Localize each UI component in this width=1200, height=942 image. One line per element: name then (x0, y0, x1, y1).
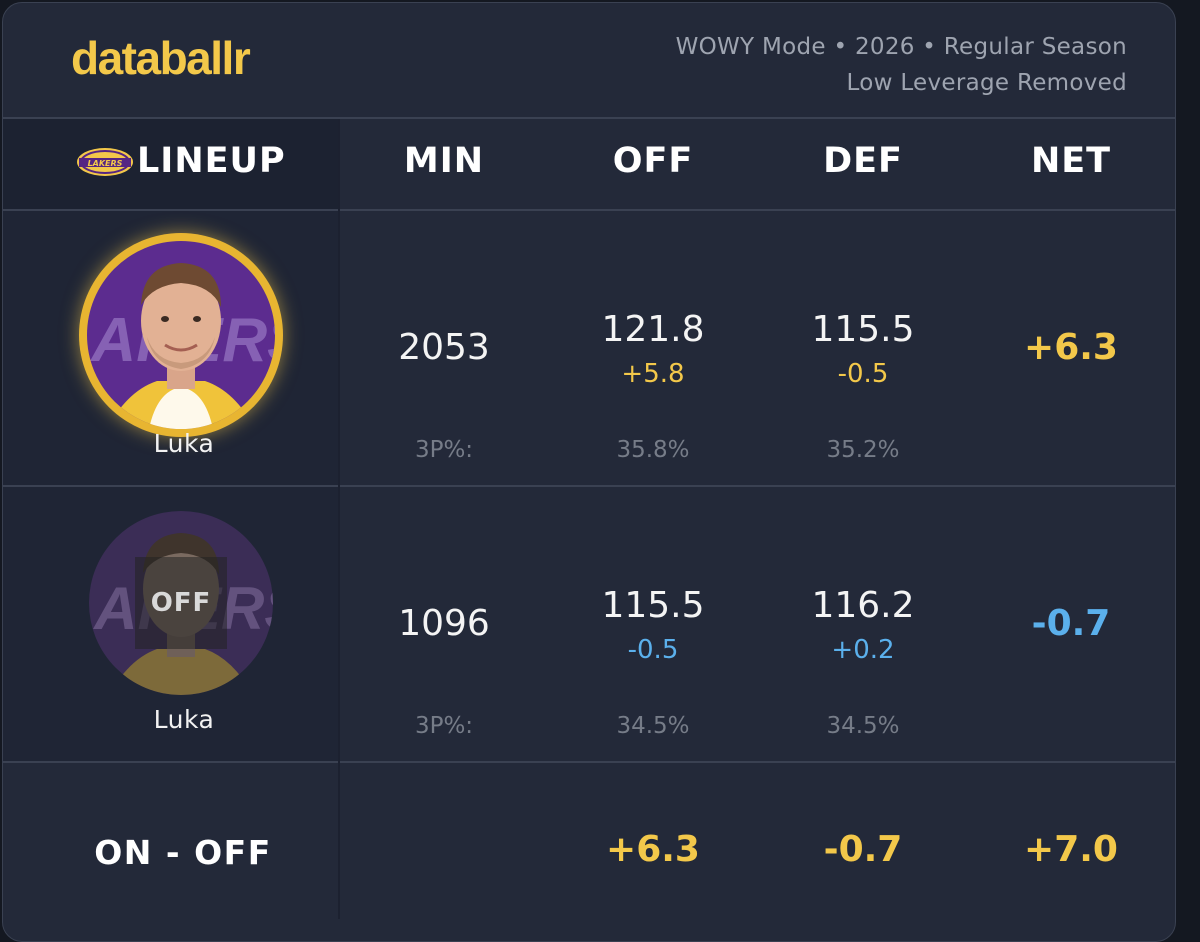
avatar[interactable]: LAKERS (87, 241, 275, 429)
divider (3, 117, 1175, 119)
filter-line-2: Low Leverage Removed (846, 70, 1127, 96)
off-threep: 35.8% (616, 437, 690, 463)
net-rating: -0.7 (1031, 603, 1111, 644)
off-threep: 34.5% (616, 713, 690, 739)
lakers-logo-icon: LAKERS (77, 148, 133, 176)
off-delta: -0.5 (627, 635, 679, 665)
col-min[interactable]: MIN (403, 141, 485, 181)
player-cell: LAKERS OFF Luka (3, 487, 338, 761)
on-off-row: ON - OFF +6.3 -0.7 +7.0 (3, 763, 1175, 923)
def-threep: 35.2% (826, 437, 900, 463)
min-value: 2053 (398, 327, 490, 368)
player-name: Luka (153, 429, 215, 458)
player-name: Luka (153, 705, 215, 734)
def-threep: 34.5% (826, 713, 900, 739)
lineup-header-cell: LAKERS LINEUP (3, 119, 338, 209)
column-divider (338, 119, 340, 919)
col-net[interactable]: NET (1030, 141, 1112, 181)
col-def[interactable]: DEF (823, 141, 903, 181)
off-rating: 121.8 (601, 309, 705, 350)
card-header: databallr WOWY Mode • 2026 • Regular Sea… (3, 3, 1175, 117)
threep-label: 3P%: (414, 713, 474, 739)
lineup-row-on[interactable]: LAKERS Luka 2053 121.8 +5.8 115.5 -0.5 +… (3, 211, 1175, 485)
min-value: 1096 (398, 603, 490, 644)
col-lineup[interactable]: LINEUP (137, 141, 286, 181)
net-rating: +6.3 (1024, 327, 1118, 368)
off-rating: 115.5 (601, 585, 705, 626)
def-delta: -0.5 (837, 359, 889, 389)
brand-logo[interactable]: databallr (71, 32, 251, 84)
lineup-row-off[interactable]: LAKERS OFF Luka 1096 115.5 -0.5 116.2 +0… (3, 487, 1175, 761)
player-cell: LAKERS Luka (3, 211, 338, 485)
filter-line-1: WOWY Mode • 2026 • Regular Season (675, 34, 1127, 60)
def-delta: +0.2 (831, 635, 895, 665)
on-off-net: +7.0 (1024, 829, 1118, 870)
wowy-card: databallr WOWY Mode • 2026 • Regular Sea… (2, 2, 1176, 942)
column-header-row: LAKERS LINEUP MIN OFF DEF NET (3, 119, 1175, 209)
def-rating: 115.5 (811, 309, 915, 350)
def-rating: 116.2 (811, 585, 915, 626)
divider (3, 761, 1175, 763)
on-off-def: -0.7 (823, 829, 903, 870)
off-badge: OFF (135, 557, 227, 649)
svg-text:LAKERS: LAKERS (88, 159, 123, 168)
off-delta: +5.8 (621, 359, 685, 389)
filter-summary: WOWY Mode • 2026 • Regular Season Low Le… (676, 29, 1127, 101)
player-photo: LAKERS (87, 241, 275, 429)
on-off-label: ON - OFF (94, 833, 272, 872)
avatar[interactable]: LAKERS OFF (89, 511, 273, 695)
divider (3, 485, 1175, 487)
threep-label: 3P%: (414, 437, 474, 463)
divider (3, 209, 1175, 211)
col-off[interactable]: OFF (612, 141, 694, 181)
on-off-off: +6.3 (606, 829, 700, 870)
